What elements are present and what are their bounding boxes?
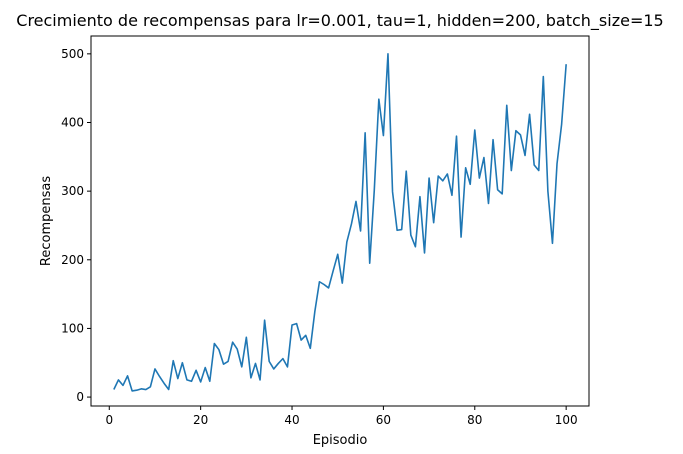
series-group — [113, 53, 567, 392]
x-tick-label: 20 — [193, 413, 208, 427]
x-axis: 0 20 40 60 80 100 — [105, 406, 578, 427]
y-tick-label: 200 — [61, 253, 84, 267]
x-tick-label: 40 — [284, 413, 299, 427]
y-tick-label: 400 — [61, 115, 84, 129]
y-tick-label: 100 — [61, 321, 84, 335]
y-tick-label: 300 — [61, 184, 84, 198]
axes-frame — [90, 35, 590, 407]
y-axis-label: Recompensas — [39, 176, 54, 266]
x-axis-label: Episodio — [313, 433, 368, 448]
x-tick-label: 60 — [376, 413, 391, 427]
series-line — [113, 53, 567, 392]
x-tick-label: 0 — [105, 413, 113, 427]
y-tick-label: 0 — [76, 390, 84, 404]
y-axis: 0 100 200 300 400 500 — [61, 47, 91, 404]
plot-area — [91, 36, 589, 406]
chart-title: Crecimiento de recompensas para lr=0.001… — [16, 11, 663, 31]
x-tick-label: 100 — [555, 413, 578, 427]
plot-frame — [90, 35, 590, 407]
x-tick-label: 80 — [467, 413, 482, 427]
y-tick-label: 500 — [61, 47, 84, 61]
